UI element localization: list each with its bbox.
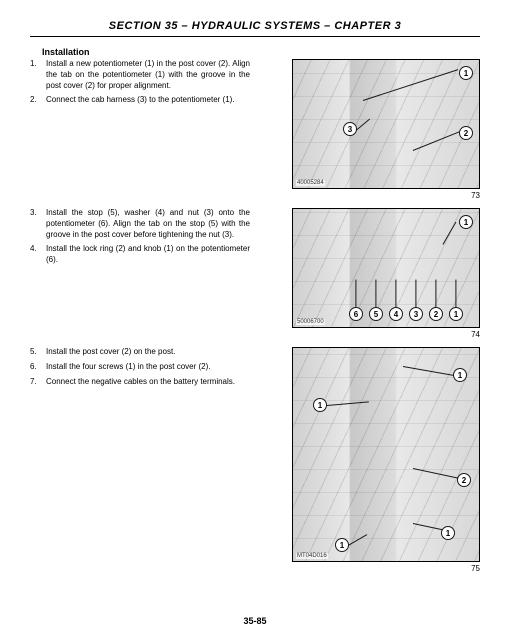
section-title: Installation <box>42 47 480 57</box>
step-number: 7. <box>30 377 40 388</box>
step-number: 4. <box>30 244 40 266</box>
step-number: 2. <box>30 95 40 106</box>
callout-balloon: 1 <box>449 307 463 321</box>
figure-id: 50006700 <box>296 319 325 325</box>
callout-balloon: 1 <box>459 215 473 229</box>
step-text: Install the post cover (2) on the post. <box>46 347 250 358</box>
figure-id: MT04D016 <box>296 553 328 559</box>
step-number: 6. <box>30 362 40 373</box>
page-header: SECTION 35 – HYDRAULIC SYSTEMS – CHAPTER… <box>30 20 480 37</box>
step-number: 3. <box>30 208 40 240</box>
step-text: Install the four screws (1) in the post … <box>46 362 250 373</box>
callout-balloon: 4 <box>389 307 403 321</box>
callout-balloon: 1 <box>459 66 473 80</box>
callout-balloon: 1 <box>335 538 349 552</box>
step-number: 1. <box>30 59 40 91</box>
step-list: 1.Install a new potentiometer (1) in the… <box>30 59 250 106</box>
page-number-footer: 35-85 <box>243 616 266 626</box>
figure-number: 73 <box>471 191 480 200</box>
step-item: 2. Connect the cab harness (3) to the pot… <box>30 95 250 106</box>
callout-balloon: 1 <box>453 368 467 382</box>
callout-balloon: 3 <box>409 307 423 321</box>
figure-number: 74 <box>471 330 480 339</box>
callout-balloon: 2 <box>429 307 443 321</box>
leader-line <box>355 280 356 308</box>
step-item: 1.Install a new potentiometer (1) in the… <box>30 59 250 91</box>
illustration: 165432150006700 <box>292 208 480 328</box>
illustration: 1 2 3 40005284 <box>292 59 480 189</box>
step-item: 7. Connect the negative cables on the bat… <box>30 377 250 388</box>
figure-id: 40005284 <box>296 180 325 186</box>
step-number: 5. <box>30 347 40 358</box>
callout-balloon: 1 <box>313 398 327 412</box>
step-item: 6. Install the four screws (1) in the pos… <box>30 362 250 373</box>
figure-number: 75 <box>471 564 480 573</box>
step-item: 3.Install the stop (5), washer (4) and n… <box>30 208 250 240</box>
leader-line <box>415 280 416 308</box>
instruction-block: 5. Install the post cover (2) on the post… <box>30 347 480 573</box>
step-list: 3.Install the stop (5), washer (4) and n… <box>30 208 250 266</box>
leader-line <box>455 280 456 308</box>
callout-balloon: 5 <box>369 307 383 321</box>
leader-line <box>375 280 376 308</box>
callout-balloon: 1 <box>441 526 455 540</box>
step-text: Install a new potentiometer (1) in the p… <box>46 59 250 91</box>
leader-line <box>435 280 436 308</box>
step-text: Connect the cab harness (3) to the poten… <box>46 95 250 106</box>
content: 1.Install a new potentiometer (1) in the… <box>30 59 480 573</box>
step-text: Install the lock ring (2) and knob (1) o… <box>46 244 250 266</box>
instruction-block: 3.Install the stop (5), washer (4) and n… <box>30 208 480 339</box>
step-item: 5. Install the post cover (2) on the post… <box>30 347 250 358</box>
step-text: Install the stop (5), washer (4) and nut… <box>46 208 250 240</box>
step-item: 4. Install the lock ring (2) and knob (1)… <box>30 244 250 266</box>
instruction-block: 1.Install a new potentiometer (1) in the… <box>30 59 480 200</box>
callout-balloon: 6 <box>349 307 363 321</box>
callout-balloon: 2 <box>457 473 471 487</box>
step-list: 5. Install the post cover (2) on the post… <box>30 347 250 387</box>
leader-line <box>395 280 396 308</box>
callout-balloon: 2 <box>459 126 473 140</box>
illustration: 1 1 2 1 1 MT04D016 <box>292 347 480 562</box>
callout-balloon: 3 <box>343 122 357 136</box>
step-text: Connect the negative cables on the batte… <box>46 377 250 388</box>
